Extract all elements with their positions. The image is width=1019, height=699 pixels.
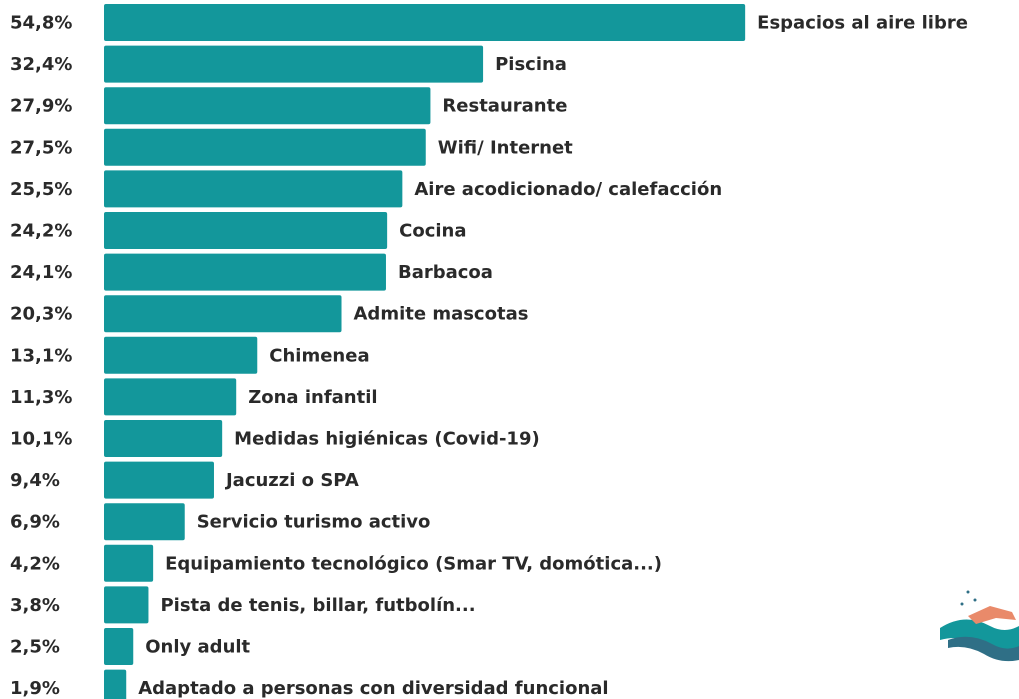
value-label: 4,2% [10,553,60,574]
bar [104,337,257,374]
value-label: 9,4% [10,470,60,491]
chart: 54,8% Espacios al aire libre 32,4% Piscina 2… [0,0,1019,699]
value-label: 11,3% [10,387,72,408]
bar [104,87,430,124]
category-label: Zona infantil [248,387,377,408]
category-label: Aire acodicionado/ calefacción [414,179,722,200]
bar [104,462,214,499]
category-label: Pista de tenis, billar, futbolín... [160,595,475,616]
value-label: 25,5% [10,179,72,200]
value-label: 3,8% [10,595,60,616]
bar [104,46,483,83]
bar [104,628,133,665]
value-label: 2,5% [10,637,60,658]
category-label: Only adult [145,637,250,658]
value-label: 54,8% [10,13,72,34]
category-label: Wifi/ Internet [438,137,573,158]
category-label: Servicio turismo activo [197,512,431,533]
value-label: 1,9% [10,678,60,699]
category-label: Jacuzzi o SPA [224,470,359,491]
bar [104,129,426,166]
value-label: 24,2% [10,221,72,242]
value-label: 10,1% [10,429,72,450]
category-label: Adaptado a personas con diversidad funci… [138,678,608,699]
bar [104,545,153,582]
value-label: 27,5% [10,137,72,158]
category-label: Barbacoa [398,262,493,283]
value-label: 13,1% [10,345,72,366]
value-label: 6,9% [10,512,60,533]
category-label: Espacios al aire libre [757,13,968,34]
category-label: Cocina [399,221,466,242]
category-label: Restaurante [442,96,567,117]
bar [104,420,222,457]
category-label: Piscina [495,54,567,75]
bar [104,503,185,540]
bar [104,295,342,332]
value-label: 32,4% [10,54,72,75]
bar [104,378,236,415]
bar [104,212,387,249]
bar [104,4,745,41]
category-label: Equipamiento tecnológico (Smar TV, domót… [165,553,662,574]
value-label: 24,1% [10,262,72,283]
value-label: 20,3% [10,304,72,325]
bar [104,170,402,207]
swimmer-decoration [940,591,1019,662]
category-label: Admite mascotas [354,304,529,325]
bar [104,670,126,699]
category-label: Chimenea [269,345,369,366]
bar [104,254,386,291]
bar [104,586,148,623]
category-label: Medidas higiénicas (Covid-19) [234,429,540,450]
value-label: 27,9% [10,96,72,117]
